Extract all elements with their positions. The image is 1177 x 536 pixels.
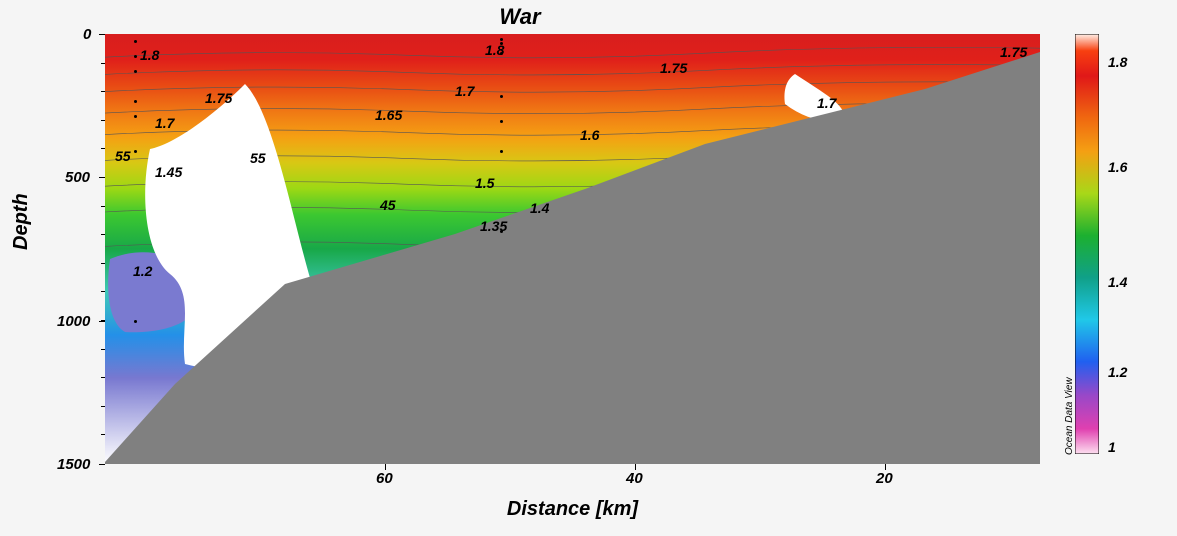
credit-label: Ocean Data View [1064,377,1075,455]
x-tick-label: 20 [876,470,893,487]
station-dot [134,40,137,43]
plot-svg [105,34,1040,464]
y-tick-label: 1000 [57,313,90,330]
contour-label: 1.7 [817,95,836,111]
y-minor-tick [101,320,105,321]
contour-label: 1.6 [580,127,599,143]
contour-label: 1.75 [205,90,232,106]
y-tick-label: 0 [83,26,91,43]
colorbar-tick-label: 1 [1108,439,1116,455]
colorbar [1075,34,1099,454]
y-minor-tick [101,291,105,292]
station-dot [134,100,137,103]
contour-label: 1.75 [1000,44,1027,60]
x-axis-label: Distance [km] [105,498,1040,521]
station-dot [134,150,137,153]
contour-label: 45 [380,197,396,213]
x-tick [885,464,886,470]
contour-label: 1.75 [660,60,687,76]
colorbar-rect [1075,34,1099,454]
y-minor-tick [101,177,105,178]
y-tick-label: 500 [65,169,90,186]
station-dot [134,115,137,118]
station-dot [134,70,137,73]
contour-label: 1.5 [475,175,494,191]
colorbar-tick-label: 1.2 [1108,364,1127,380]
colorbar-tick-label: 1.8 [1108,54,1127,70]
contour-label: 1.65 [375,107,402,123]
y-minor-tick [101,263,105,264]
y-tick [99,464,105,465]
contour-label: 1.4 [530,200,549,216]
station-dot [134,55,137,58]
x-tick [385,464,386,470]
y-minor-tick [101,91,105,92]
contour-label: 1.45 [155,164,182,180]
station-dot [500,38,503,41]
plot-title: War [0,4,1040,30]
y-minor-tick [101,434,105,435]
y-minor-tick [101,234,105,235]
x-tick-label: 40 [626,470,643,487]
colorbar-tick-label: 1.4 [1108,274,1127,290]
contour-label: 1.7 [455,83,474,99]
y-minor-tick [101,406,105,407]
y-minor-tick [101,377,105,378]
section-plot [105,34,1040,464]
station-dot [134,320,137,323]
station-dot [500,230,503,233]
station-dot [500,120,503,123]
station-dot [500,52,503,55]
figure-container: War 0 500 1000 1500 60 40 20 Depth Dista… [0,0,1177,536]
y-minor-tick [101,63,105,64]
y-axis-label: Depth [10,193,33,250]
station-dot [500,42,503,45]
y-minor-tick [101,206,105,207]
y-minor-tick [101,148,105,149]
station-dot [500,95,503,98]
contour-label: 1.7 [155,115,174,131]
y-minor-tick [101,120,105,121]
contour-label: 1.8 [140,47,159,63]
x-tick-label: 60 [376,470,393,487]
contour-label: 1.2 [133,263,152,279]
y-tick-label: 1500 [57,456,90,473]
x-tick [635,464,636,470]
station-dot [500,150,503,153]
y-minor-tick [101,34,105,35]
y-minor-tick [101,349,105,350]
contour-label: 55 [250,150,266,166]
colorbar-svg [1075,34,1099,454]
contour-label: 55 [115,148,131,164]
colorbar-tick-label: 1.6 [1108,159,1127,175]
contour-label: 1.35 [480,218,507,234]
